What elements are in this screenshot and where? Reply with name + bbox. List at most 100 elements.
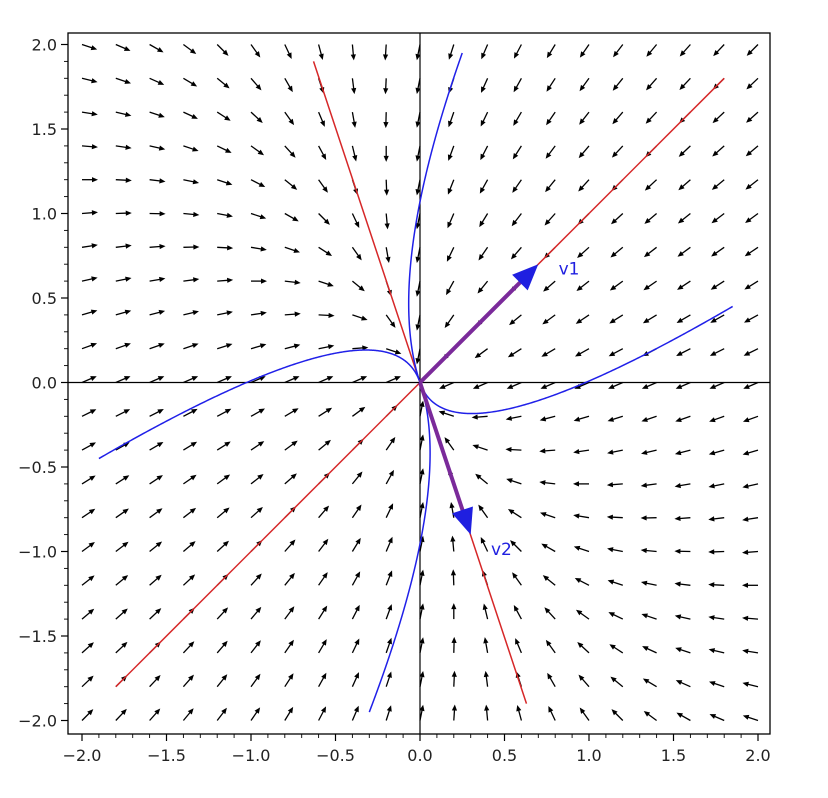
field-arrow [183, 376, 198, 382]
field-arrow [481, 537, 488, 551]
field-arrow [610, 281, 623, 290]
field-arrow [82, 243, 98, 248]
field-arrow [383, 112, 388, 128]
field-arrow [745, 180, 758, 190]
field-arrow [743, 416, 758, 422]
field-arrow [513, 146, 522, 159]
field-arrow [150, 310, 165, 315]
field-arrow [451, 603, 456, 619]
trajectory-curve [420, 306, 733, 413]
field-arrow [644, 247, 657, 257]
field-arrow [319, 408, 332, 417]
field-arrow [677, 247, 690, 256]
field-arrow [448, 112, 454, 127]
y-tick-label: −1.0 [18, 543, 57, 562]
x-tick-label: 2.0 [745, 746, 770, 765]
field-arrow [448, 146, 454, 161]
field-arrow [386, 503, 393, 517]
field-arrow [82, 343, 97, 349]
field-arrow [446, 281, 454, 295]
field-arrow [251, 409, 265, 417]
field-arrow [450, 536, 455, 552]
field-arrow [539, 480, 555, 485]
field-arrow [285, 45, 292, 59]
field-arrow [547, 45, 555, 59]
field-arrow [675, 614, 691, 619]
field-arrow [251, 640, 261, 653]
field-arrow [478, 281, 488, 293]
field-arrow [217, 180, 232, 186]
field-arrow [150, 277, 166, 282]
field-arrow [82, 144, 98, 149]
field-arrow [712, 146, 724, 157]
field-arrow [319, 673, 327, 687]
field-arrow [183, 45, 196, 55]
field-arrow [251, 607, 261, 619]
field-arrow [82, 476, 96, 484]
field-arrow [217, 442, 230, 451]
field-arrow [183, 244, 199, 249]
field-arrow [580, 45, 589, 58]
field-arrow [352, 538, 360, 552]
field-arrow [217, 474, 230, 483]
field-arrow [116, 310, 131, 315]
field-arrow [675, 416, 690, 422]
field-arrow [116, 608, 128, 619]
field-arrow [744, 349, 758, 356]
field-arrow [641, 416, 656, 422]
eigenvector-v2: v2 [420, 383, 512, 560]
field-arrow [251, 45, 260, 58]
field-arrow [679, 146, 691, 157]
field-arrow [116, 376, 131, 382]
field-arrow [82, 509, 95, 518]
field-arrow [710, 714, 725, 720]
field-arrow [251, 507, 263, 518]
field-arrow [183, 475, 196, 484]
field-arrow [319, 606, 328, 619]
field-arrow [351, 45, 356, 61]
field-arrow [548, 706, 555, 720]
field-arrow [386, 705, 392, 720]
field-arrow [150, 709, 161, 721]
field-arrow [607, 450, 623, 455]
field-arrow [352, 638, 359, 652]
field-arrow [472, 444, 487, 450]
x-tick-label: 1.0 [576, 746, 601, 765]
field-arrow [319, 281, 334, 287]
field-arrow [483, 604, 488, 620]
field-arrow [641, 450, 657, 455]
field-arrow [285, 707, 293, 721]
field-arrow [352, 214, 359, 228]
field-arrow [352, 376, 367, 382]
field-arrow [709, 450, 724, 455]
field-arrow [386, 604, 392, 619]
field-arrow [573, 514, 589, 519]
field-arrow [150, 442, 164, 450]
field-arrow [712, 180, 724, 190]
field-arrow [351, 78, 356, 94]
field-arrow [546, 78, 555, 91]
field-arrow [251, 474, 264, 484]
field-arrow [708, 615, 724, 620]
field-arrow [82, 210, 98, 215]
field-arrow [352, 605, 359, 619]
field-arrow [285, 214, 299, 222]
y-tick-label: 1.5 [32, 120, 57, 139]
field-arrow [539, 448, 555, 453]
field-arrow [116, 211, 132, 216]
field-arrow [675, 647, 690, 653]
field-arrow [217, 343, 232, 349]
field-arrow [507, 383, 522, 389]
field-arrow [352, 247, 361, 260]
field-arrow [150, 541, 162, 551]
field-arrow [150, 146, 166, 151]
field-arrow [547, 673, 555, 687]
field-arrow [150, 78, 165, 85]
field-arrow [709, 648, 725, 653]
field-arrow [609, 349, 623, 357]
field-arrow [217, 310, 233, 315]
field-arrow [383, 45, 388, 61]
field-arrow [217, 607, 228, 619]
field-arrow [746, 78, 758, 89]
field-arrow [386, 672, 392, 687]
